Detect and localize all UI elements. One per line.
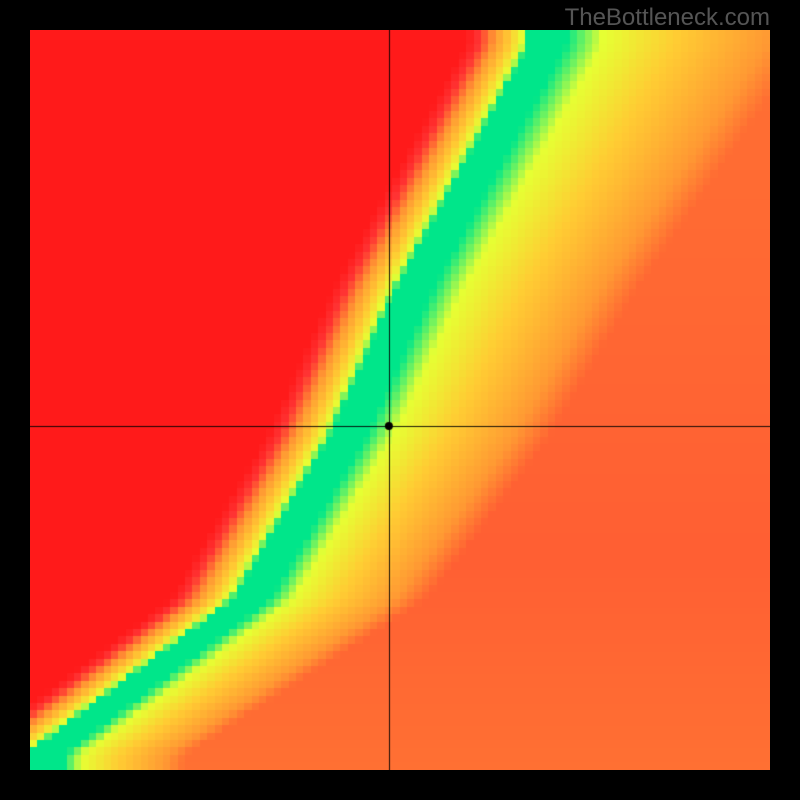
watermark-text: TheBottleneck.com bbox=[565, 4, 770, 32]
figure-root: TheBottleneck.com bbox=[0, 0, 800, 800]
heatmap-canvas bbox=[30, 30, 770, 770]
